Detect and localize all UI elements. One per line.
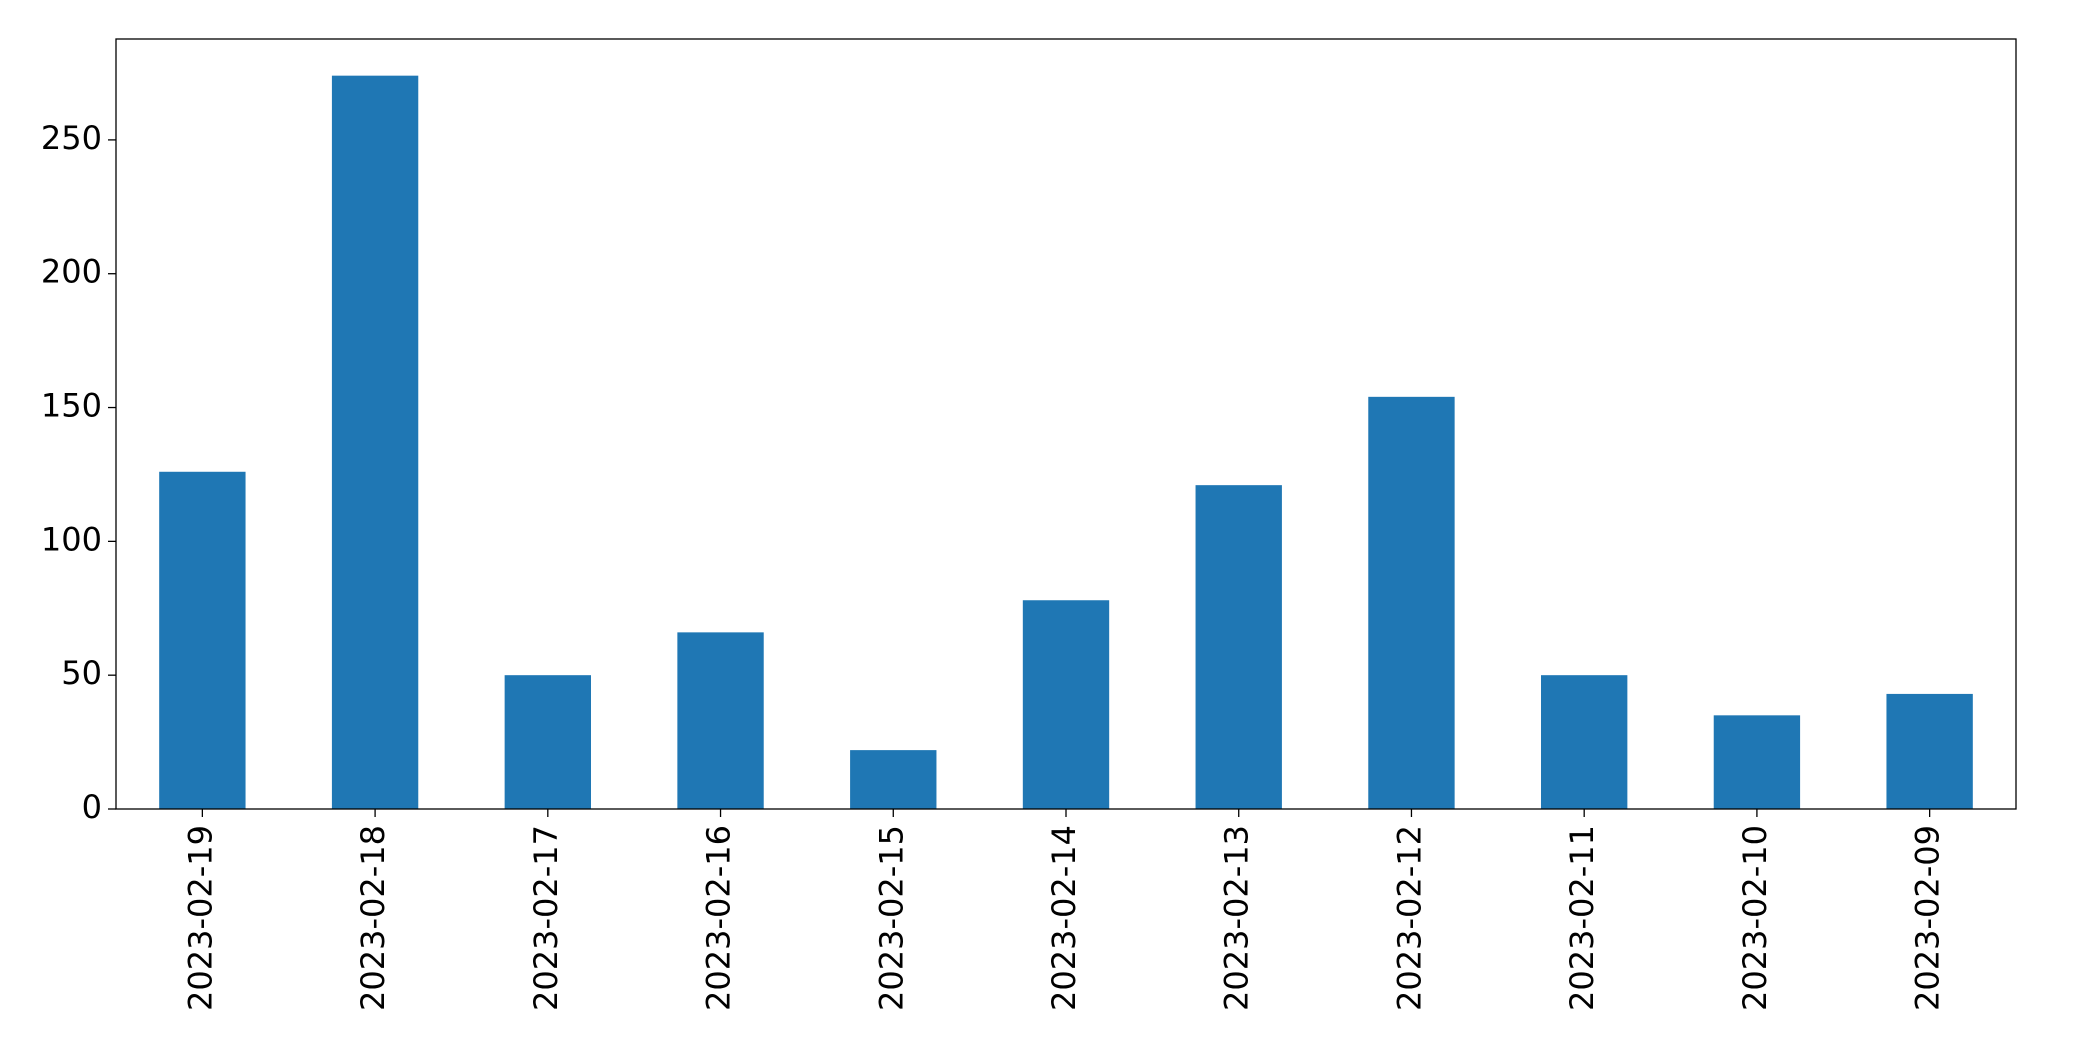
x-tick-label: 2023-02-19 xyxy=(181,825,219,1011)
bar xyxy=(1541,675,1628,809)
x-tick-label: 2023-02-16 xyxy=(700,825,738,1011)
x-tick-label: 2023-02-10 xyxy=(1736,825,1774,1011)
bar xyxy=(159,471,246,809)
x-tick-label: 2023-02-12 xyxy=(1390,825,1428,1011)
y-tick-label: 100 xyxy=(41,520,102,558)
bar xyxy=(1713,715,1801,809)
y-tick-label: 200 xyxy=(41,253,102,291)
y-tick-label: 250 xyxy=(41,119,102,157)
y-tick-label: 150 xyxy=(41,387,102,425)
x-tick-label: 2023-02-09 xyxy=(1909,825,1947,1011)
plot-frame xyxy=(115,38,2017,810)
x-tick-label: 2023-02-18 xyxy=(354,825,392,1011)
bar xyxy=(1195,485,1282,809)
bar xyxy=(1022,600,1110,809)
bar xyxy=(850,750,937,809)
x-tick-label: 2023-02-17 xyxy=(527,825,565,1011)
y-tick-label: 50 xyxy=(61,654,102,692)
bar xyxy=(1886,693,1973,809)
bar xyxy=(1368,396,1455,809)
bar xyxy=(331,75,419,809)
y-tick-label: 0 xyxy=(82,788,102,826)
x-tick-label: 2023-02-15 xyxy=(872,825,910,1011)
x-tick-label: 2023-02-14 xyxy=(1045,825,1083,1011)
x-tick-label: 2023-02-11 xyxy=(1563,825,1601,1011)
x-tick-label: 2023-02-13 xyxy=(1218,825,1256,1011)
bar xyxy=(677,632,764,809)
bar xyxy=(504,675,591,809)
